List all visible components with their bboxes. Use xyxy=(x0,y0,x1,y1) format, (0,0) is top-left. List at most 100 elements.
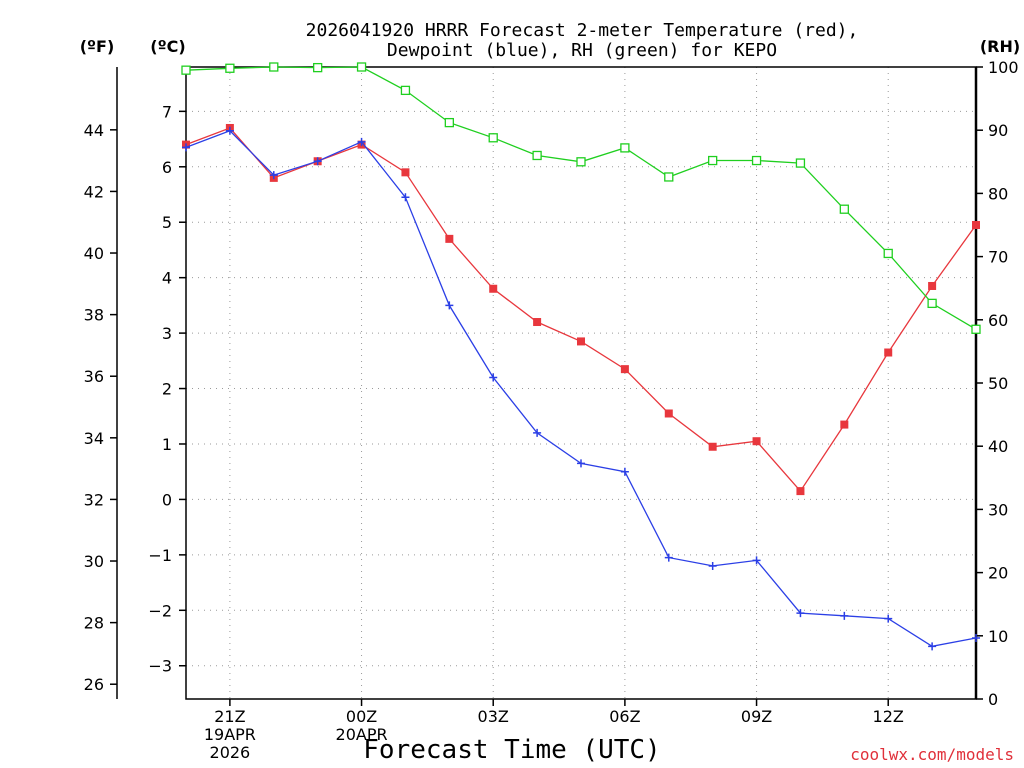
celsius-tick-label: 7 xyxy=(162,102,172,121)
temperature-point xyxy=(884,348,893,357)
relative-humidity-point xyxy=(927,298,937,309)
celsius-tick-label: −3 xyxy=(148,657,172,676)
dewpoint-point xyxy=(225,126,234,135)
temperature-point xyxy=(752,437,761,446)
relative-humidity-series xyxy=(181,62,981,334)
x-tick-label: 03Z xyxy=(478,707,509,726)
fahrenheit-tick-label: 40 xyxy=(84,244,104,263)
rh-tick-label: 80 xyxy=(988,184,1008,203)
relative-humidity-point xyxy=(269,62,279,72)
celsius-tick-label: 5 xyxy=(162,213,172,232)
dewpoint-point xyxy=(401,193,410,202)
celsius-tick-label: −2 xyxy=(148,601,172,620)
rh-tick-label: 70 xyxy=(988,248,1008,267)
temperature-point xyxy=(972,221,980,229)
celsius-tick-label: 3 xyxy=(162,324,172,343)
rh-unit-label: (RH) xyxy=(980,37,1020,56)
x-tick-label: 2026 xyxy=(210,743,251,762)
relative-humidity-point xyxy=(883,248,893,259)
fahrenheit-tick-label: 42 xyxy=(84,182,104,201)
celsius-tick-label: −1 xyxy=(148,546,172,565)
temperature-point xyxy=(928,281,937,290)
celsius-tick-label: 4 xyxy=(162,269,172,288)
relative-humidity-point xyxy=(225,63,235,73)
relative-humidity-point xyxy=(971,324,981,334)
temperature-point xyxy=(796,487,805,496)
chart-title: 2026041920 HRRR Forecast 2-meter Tempera… xyxy=(306,20,859,61)
x-tick-label: 09Z xyxy=(741,707,772,726)
x-tick-label: 20APR xyxy=(336,725,388,744)
chart-title-line-1: 2026041920 HRRR Forecast 2-meter Tempera… xyxy=(306,20,859,41)
fahrenheit-tick-label: 34 xyxy=(84,429,104,448)
rh-tick-label: 50 xyxy=(988,374,1008,393)
temperature-point xyxy=(708,442,717,451)
temperature-point xyxy=(489,284,498,293)
dewpoint-point xyxy=(972,634,980,643)
x-tick-label: 06Z xyxy=(609,707,640,726)
fahrenheit-tick-label: 44 xyxy=(84,121,104,140)
x-axis-title: Forecast Time (UTC) xyxy=(363,735,660,765)
x-tick-label: 12Z xyxy=(873,707,904,726)
fahrenheit-tick-label: 30 xyxy=(84,552,104,571)
fahrenheit-tick-label: 28 xyxy=(84,614,104,633)
x-tick-label: 21Z xyxy=(214,707,245,726)
relative-humidity-point xyxy=(532,150,542,161)
fahrenheit-tick-label: 26 xyxy=(84,675,104,694)
rh-tick-label: 20 xyxy=(988,564,1008,583)
dewpoint-point xyxy=(577,459,585,468)
temperature-point xyxy=(401,168,410,177)
dewpoint-point xyxy=(533,428,542,437)
relative-humidity-point xyxy=(488,133,498,143)
dewpoint-point xyxy=(269,171,278,180)
relative-humidity-point xyxy=(576,157,586,167)
celsius-tick-label: 0 xyxy=(162,490,172,509)
relative-humidity-point xyxy=(620,143,630,153)
fahrenheit-unit-label: (ºF) xyxy=(80,37,115,56)
relative-humidity-point xyxy=(400,85,411,96)
dewpoint-point xyxy=(928,642,937,651)
dewpoint-point xyxy=(796,609,805,618)
temperature-line xyxy=(185,127,977,493)
dewpoint-point xyxy=(752,556,761,565)
rh-tick-label: 100 xyxy=(988,58,1019,77)
dewpoint-point xyxy=(884,614,893,623)
relative-humidity-line xyxy=(185,66,977,330)
relative-humidity-point xyxy=(444,117,454,128)
rh-tick-label: 0 xyxy=(988,690,998,709)
temperature-point xyxy=(445,234,454,243)
temperature-point xyxy=(620,365,629,374)
relative-humidity-point xyxy=(181,65,191,75)
relative-humidity-point xyxy=(664,172,674,182)
dewpoint-point xyxy=(708,561,717,570)
relative-humidity-point xyxy=(751,155,762,166)
x-tick-label: 19APR xyxy=(204,725,256,744)
temperature-series xyxy=(182,123,980,496)
dewpoint-point xyxy=(357,137,366,146)
dewpoint-line xyxy=(185,130,977,647)
credit-text: coolwx.com/models xyxy=(850,745,1014,764)
x-tick-label: 00Z xyxy=(346,707,377,726)
fahrenheit-tick-label: 36 xyxy=(84,367,104,386)
celsius-tick-label: 1 xyxy=(162,435,172,454)
dewpoint-point xyxy=(182,143,190,152)
relative-humidity-point xyxy=(708,155,718,166)
rh-tick-label: 90 xyxy=(988,121,1008,140)
relative-humidity-point xyxy=(795,158,806,168)
dewpoint-point xyxy=(313,157,322,166)
dewpoint-point xyxy=(840,611,849,620)
rh-tick-label: 10 xyxy=(988,627,1008,646)
fahrenheit-tick-label: 32 xyxy=(84,490,104,509)
temperature-point xyxy=(533,318,542,327)
relative-humidity-point xyxy=(356,62,367,72)
temperature-point xyxy=(664,409,673,418)
celsius-tick-label: 6 xyxy=(162,158,172,177)
temperature-point xyxy=(840,420,849,429)
relative-humidity-point xyxy=(839,204,849,214)
temperature-point xyxy=(577,337,585,346)
chart-title-line-2: Dewpoint (blue), RH (green) for KEPO xyxy=(387,40,777,61)
celsius-unit-label: (ºC) xyxy=(150,37,185,56)
data-series xyxy=(181,62,981,651)
dewpoint-point xyxy=(664,553,673,562)
rh-tick-label: 40 xyxy=(988,437,1008,456)
